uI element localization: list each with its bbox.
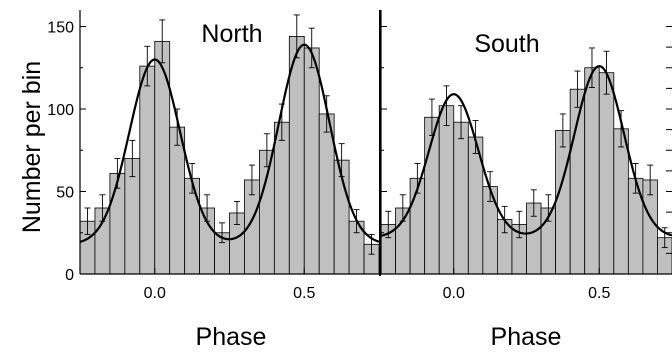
y-tick-label: 100 (47, 102, 74, 119)
error-bar (308, 27, 315, 69)
error-bar (84, 207, 91, 235)
error-bar (219, 222, 226, 244)
x-tick-label: 0.0 (144, 285, 166, 302)
panel-south: 0.0 0.5 South (380, 10, 672, 302)
error-bar (559, 113, 566, 148)
y-axis-title: Number per bin (18, 61, 46, 233)
panel-title-south: South (474, 30, 539, 58)
fit-curve (381, 64, 672, 237)
x-tick-label: 0.0 (443, 285, 465, 302)
histogram-bar (613, 128, 629, 274)
x-tick-label: 0.5 (293, 285, 315, 302)
histogram-bar (303, 47, 320, 274)
error-bar (574, 70, 581, 108)
error-bar (248, 164, 255, 196)
histogram-bar (598, 72, 615, 274)
error-bar (647, 164, 654, 196)
panel-title-north: North (201, 20, 262, 48)
histogram-bar (584, 67, 600, 274)
x-tick-label: 0.5 (588, 285, 610, 302)
error-bar (443, 85, 450, 126)
y-tick-label: 150 (47, 20, 74, 37)
error-bar (233, 200, 240, 225)
error-bar (661, 227, 668, 249)
error-bar (588, 47, 595, 89)
x-axis-title-north: Phase (196, 323, 267, 351)
histogram-bar (555, 130, 571, 274)
histogram-bar (139, 65, 156, 274)
x-axis-title-south: Phase (491, 323, 562, 351)
fit-curve (80, 43, 379, 243)
histogram-bar (154, 40, 171, 274)
y-tick-label: 0 (65, 267, 74, 284)
error-bar (530, 189, 537, 217)
y-tick-label: 50 (56, 185, 74, 202)
panel-north: 0 50 100 150 0.0 0.5 North (47, 10, 379, 302)
error-bar (129, 139, 136, 178)
histogram-bar (453, 121, 469, 274)
histogram-bar (169, 126, 186, 274)
histogram-bar (438, 105, 455, 274)
histogram-bar (258, 149, 275, 274)
histogram-bar (273, 121, 290, 274)
